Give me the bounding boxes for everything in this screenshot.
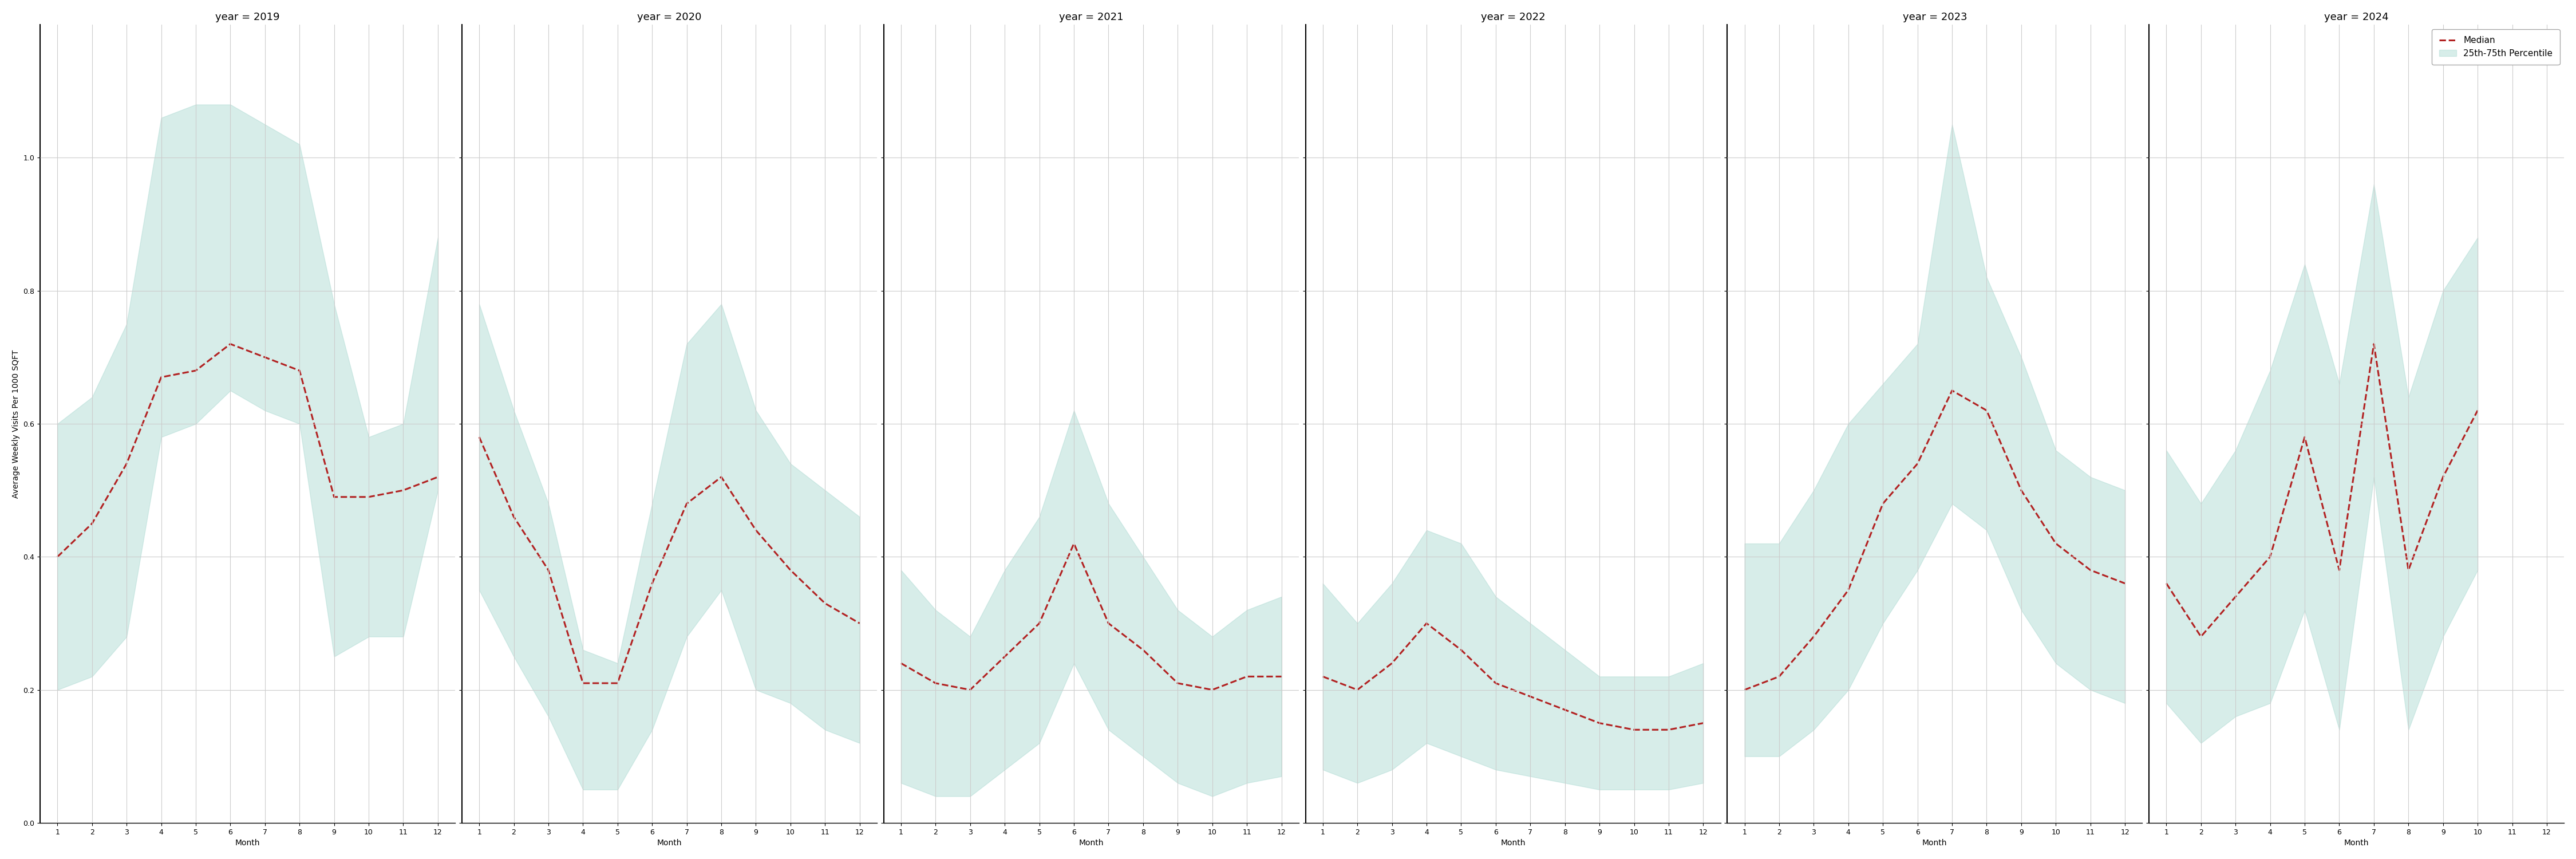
- Legend: Median, 25th-75th Percentile: Median, 25th-75th Percentile: [2432, 29, 2561, 64]
- Line: Median: Median: [57, 344, 438, 557]
- Title: year = 2020: year = 2020: [636, 12, 701, 22]
- Median: [2110, 578, 2141, 588]
- Median: [2074, 565, 2105, 576]
- Median: [2463, 405, 2494, 416]
- Median: [956, 685, 987, 695]
- Median: [283, 365, 314, 375]
- Median: [1059, 539, 1090, 549]
- Median: [41, 551, 72, 562]
- Line: Median: Median: [902, 544, 1280, 690]
- Median: [1231, 672, 1262, 682]
- X-axis label: Month: Month: [1079, 839, 1103, 847]
- Median: [1548, 704, 1579, 715]
- Median: [2184, 631, 2215, 642]
- Median: [389, 485, 420, 496]
- Median: [1584, 718, 1615, 728]
- X-axis label: Month: Month: [2344, 839, 2370, 847]
- X-axis label: Month: Month: [234, 839, 260, 847]
- Median: [603, 678, 634, 688]
- Median: [1481, 678, 1512, 688]
- Median: [672, 498, 703, 509]
- Median: [2221, 592, 2251, 602]
- Median: [567, 678, 598, 688]
- Median: [989, 651, 1020, 661]
- Median: [2254, 551, 2285, 562]
- Median: [147, 372, 178, 382]
- Line: Median: Median: [2166, 344, 2478, 637]
- Median: [2427, 472, 2458, 482]
- Median: [1128, 645, 1159, 655]
- Median: [422, 472, 453, 482]
- Median: [1971, 405, 2002, 416]
- Median: [1198, 685, 1229, 695]
- Title: year = 2019: year = 2019: [216, 12, 281, 22]
- Median: [250, 352, 281, 362]
- Median: [1162, 678, 1193, 688]
- Median: [2360, 338, 2391, 349]
- Median: [1687, 718, 1718, 728]
- Median: [111, 459, 142, 469]
- Median: [2393, 565, 2424, 576]
- Median: [533, 565, 564, 576]
- X-axis label: Month: Month: [657, 839, 683, 847]
- Median: [2040, 539, 2071, 549]
- Median: [1515, 691, 1546, 702]
- Median: [1265, 672, 1296, 682]
- Title: year = 2023: year = 2023: [1904, 12, 1968, 22]
- Median: [1654, 725, 1685, 735]
- Y-axis label: Average Weekly Visits Per 1000 SQFT: Average Weekly Visits Per 1000 SQFT: [13, 350, 21, 498]
- Median: [636, 578, 667, 588]
- Median: [1834, 585, 1865, 595]
- X-axis label: Month: Month: [1922, 839, 1947, 847]
- Line: Median: Median: [479, 437, 860, 683]
- Median: [886, 658, 917, 668]
- Line: Median: Median: [1744, 391, 2125, 690]
- Median: [180, 365, 211, 375]
- Median: [1412, 618, 1443, 629]
- Median: [2324, 565, 2354, 576]
- Median: [1309, 672, 1340, 682]
- Title: year = 2024: year = 2024: [2324, 12, 2388, 22]
- Median: [1765, 672, 1795, 682]
- Median: [739, 525, 770, 535]
- Median: [1728, 685, 1759, 695]
- X-axis label: Month: Month: [1502, 839, 1525, 847]
- Median: [1798, 631, 1829, 642]
- Median: [1376, 658, 1406, 668]
- Median: [77, 518, 108, 528]
- Median: [319, 492, 350, 503]
- Median: [1901, 459, 1932, 469]
- Median: [845, 618, 876, 629]
- Title: year = 2021: year = 2021: [1059, 12, 1123, 22]
- Median: [214, 338, 245, 349]
- Median: [809, 598, 840, 608]
- Median: [1618, 725, 1649, 735]
- Median: [2290, 432, 2321, 442]
- Median: [1092, 618, 1123, 629]
- Title: year = 2022: year = 2022: [1481, 12, 1546, 22]
- Median: [1342, 685, 1373, 695]
- Median: [2007, 485, 2038, 496]
- Median: [2151, 578, 2182, 588]
- Median: [353, 492, 384, 503]
- Median: [706, 472, 737, 482]
- Median: [497, 512, 528, 522]
- Median: [1937, 386, 1968, 396]
- Median: [1445, 645, 1476, 655]
- Median: [775, 565, 806, 576]
- Line: Median: Median: [1324, 624, 1703, 730]
- Median: [1023, 618, 1054, 629]
- Median: [464, 432, 495, 442]
- Median: [920, 678, 951, 688]
- Median: [1868, 498, 1899, 509]
